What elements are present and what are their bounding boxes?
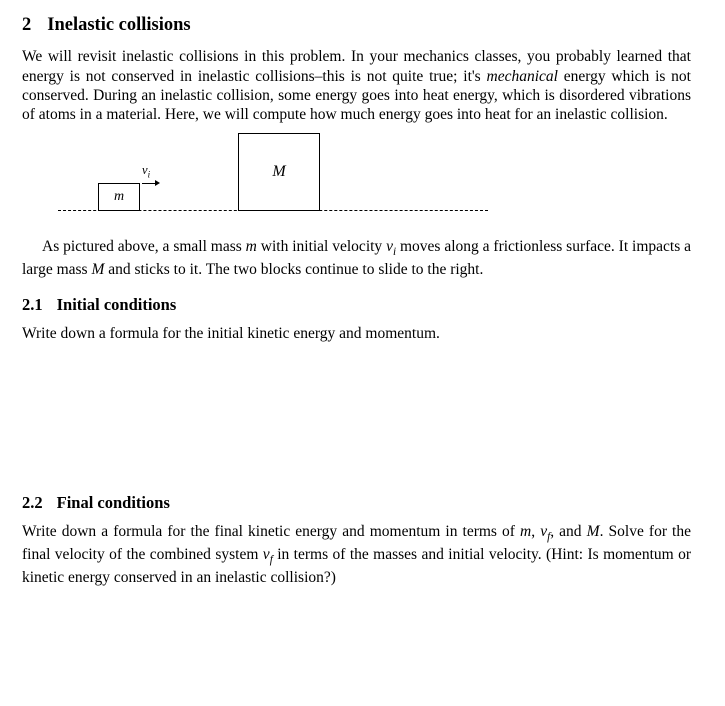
velocity-arrow-icon	[142, 181, 160, 187]
subsection-1-number: 2.1	[22, 295, 43, 316]
section-heading: 2 Inelastic collisions	[22, 14, 691, 37]
initial-velocity-label: vi	[142, 164, 160, 187]
subsection-2-body: Write down a formula for the final kinet…	[22, 522, 691, 587]
small-mass-label: m	[114, 188, 124, 206]
after-figure-paragraph: As pictured above, a small mass m with i…	[22, 237, 691, 279]
intro-paragraph: We will revisit inelastic collisions in …	[22, 47, 691, 125]
subsection-2-number: 2.2	[22, 493, 43, 514]
subsection-1-body: Write down a formula for the initial kin…	[22, 324, 691, 343]
small-mass-box: m	[98, 183, 140, 211]
collision-figure: m vi M	[58, 135, 488, 223]
section-number: 2	[22, 14, 31, 37]
velocity-symbol: vi	[142, 164, 150, 180]
section-title: Inelastic collisions	[47, 15, 190, 35]
subsection-2-heading: 2.2 Final conditions	[22, 493, 691, 514]
subsection-1-heading: 2.1 Initial conditions	[22, 295, 691, 316]
large-mass-box: M	[238, 133, 320, 211]
subsection-2-title: Final conditions	[57, 493, 170, 512]
large-mass-label: M	[272, 162, 285, 182]
subsection-1-title: Initial conditions	[57, 295, 177, 314]
whitespace-gap	[22, 353, 691, 477]
